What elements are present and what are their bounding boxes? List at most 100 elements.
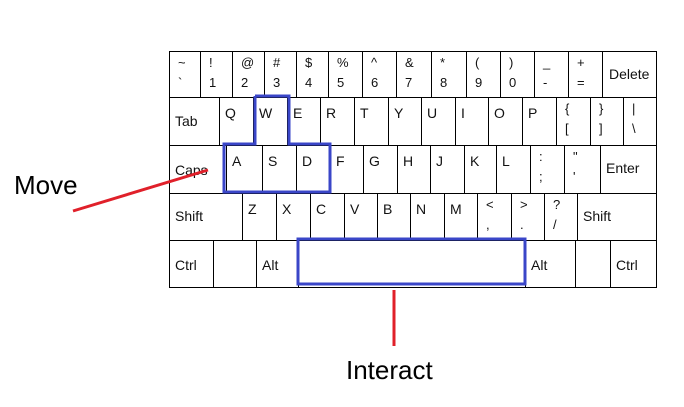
key-blank-r3c8: <, <box>477 193 512 241</box>
key-label: B <box>383 201 393 217</box>
key-label: D <box>302 153 313 169</box>
key-shift-symbol: ~ <box>178 55 186 70</box>
key-label: Y <box>394 105 404 121</box>
key-tab-r1c0: Tab <box>169 97 220 146</box>
key-base-symbol: 1 <box>209 75 217 90</box>
key-label: E <box>293 105 303 121</box>
key-y-r1c6: Y <box>388 97 422 146</box>
key-a-r2c1: A <box>226 145 263 194</box>
key-f-r2c4: F <box>330 145 364 194</box>
key-blank-r2c11: " ' <box>564 145 601 194</box>
key-label: Alt <box>531 257 548 273</box>
key-base-symbol: 2 <box>241 75 249 90</box>
key-base-symbol: [ <box>565 121 569 136</box>
key-base-symbol: ; <box>539 169 543 184</box>
key-shift-symbol: & <box>405 55 414 70</box>
key-shift-symbol: : <box>539 149 543 164</box>
key-6-r0c6: ^ 6 <box>362 51 397 98</box>
key-base-symbol: ` <box>178 75 183 90</box>
key-blank-r4c1 <box>213 240 257 288</box>
key-7-r0c7: & 7 <box>396 51 432 98</box>
key-label: J <box>436 153 443 169</box>
move-label: Move <box>14 170 78 200</box>
key-shift-symbol: @ <box>241 55 255 70</box>
key-blank-r1c11: {[ <box>556 97 591 146</box>
key-shift-symbol: { <box>565 101 570 116</box>
key-blank-r1c12: }] <box>590 97 624 146</box>
key-label: X <box>282 201 292 217</box>
key-k-r2c8: K <box>464 145 497 194</box>
key-label: Ctrl <box>616 257 638 273</box>
key-base-symbol: / <box>553 217 557 232</box>
key-label: C <box>316 201 327 217</box>
key-label: O <box>494 105 505 121</box>
key-base-symbol: , <box>486 217 490 232</box>
key-label: Q <box>225 105 236 121</box>
key-x-r3c2: X <box>276 193 311 241</box>
key-j-r2c7: J <box>430 145 465 194</box>
key-c-r3c3: C <box>310 193 345 241</box>
key-blank-r2c10: :; <box>530 145 565 194</box>
key-shift-symbol: | <box>632 101 636 116</box>
key-shift-symbol: + <box>577 55 585 70</box>
key-shift-symbol: ) <box>509 55 514 70</box>
key-shift-symbol: ! <box>209 55 213 70</box>
key-h-r2c6: H <box>397 145 431 194</box>
key-enter-r2c12: Enter <box>600 145 657 194</box>
key-shift-symbol: _ <box>543 55 551 70</box>
key-label: Delete <box>609 66 650 82</box>
key-label: Z <box>248 201 257 217</box>
key-n-r3c6: N <box>410 193 445 241</box>
key-label: Caps <box>175 162 208 178</box>
key-label: T <box>360 105 369 121</box>
key-shift-symbol: # <box>273 55 281 70</box>
key-v-r3c4: V <box>344 193 378 241</box>
key-s-r2c2: S <box>262 145 297 194</box>
key-blank-r0c11: _ - <box>534 51 569 98</box>
key-shift-symbol: % <box>337 55 349 70</box>
key-5-r0c5: % 5 <box>328 51 363 98</box>
key-label: Shift <box>583 208 612 224</box>
key-base-symbol: - <box>543 75 548 90</box>
key-label: L <box>502 153 510 169</box>
key-q-r1c1: Q <box>219 97 254 146</box>
key-label: I <box>461 105 465 121</box>
key-base-symbol: = <box>577 75 585 90</box>
key-alt-r4c2: Alt <box>256 240 299 288</box>
key-label: S <box>268 153 278 169</box>
key-label: F <box>336 153 345 169</box>
key-u-r1c7: U <box>421 97 456 146</box>
key-base-symbol: 0 <box>509 75 517 90</box>
key-p-r1c10: P <box>522 97 557 146</box>
key-shift-symbol: > <box>520 197 528 212</box>
key-base-symbol: 6 <box>371 75 379 90</box>
key-label: Shift <box>175 208 204 224</box>
key-base-symbol: 7 <box>405 75 413 90</box>
key-label: Tab <box>175 113 198 129</box>
key-0-r0c10: ) 0 <box>500 51 535 98</box>
key-label: U <box>427 105 438 121</box>
key-blank-r4c3 <box>298 240 526 288</box>
key-base-symbol: \ <box>632 121 636 136</box>
key-shift-symbol: " <box>573 149 578 164</box>
key-shift-r3c11: Shift <box>577 193 657 241</box>
key-g-r2c5: G <box>363 145 398 194</box>
key-label: M <box>450 201 462 217</box>
key-base-symbol: ] <box>599 121 603 136</box>
key-8-r0c8: * 8 <box>431 51 467 98</box>
key-e-r1c3: E <box>287 97 321 146</box>
key-shift-symbol: ? <box>553 197 561 212</box>
key-label: A <box>232 153 242 169</box>
key-o-r1c9: O <box>488 97 523 146</box>
key-shift-symbol: * <box>440 55 446 70</box>
key-label: R <box>326 105 337 121</box>
key-label: Ctrl <box>175 257 197 273</box>
key-blank-r0c12: + = <box>568 51 603 98</box>
key-shift-symbol: ( <box>475 55 480 70</box>
key-blank-r0c0: ~ ` <box>169 51 201 98</box>
key-base-symbol: 4 <box>305 75 313 90</box>
key-base-symbol: 9 <box>475 75 483 90</box>
key-3-r0c3: #3 <box>264 51 297 98</box>
key-b-r3c5: B <box>377 193 411 241</box>
